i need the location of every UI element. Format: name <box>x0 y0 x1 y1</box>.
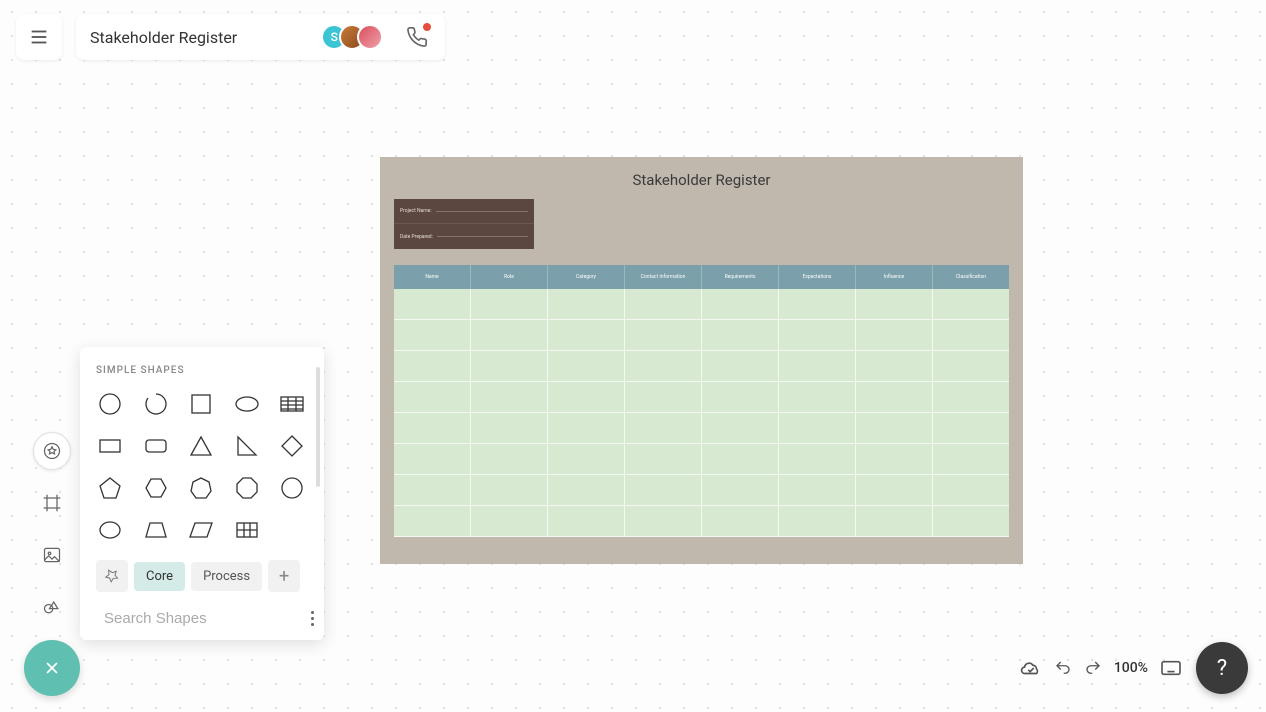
table-row <box>394 506 1009 537</box>
close-icon <box>42 658 62 678</box>
shape-right-triangle[interactable] <box>233 432 261 460</box>
shapes-combo-icon <box>42 597 62 617</box>
more-button[interactable] <box>311 611 314 626</box>
meta-label: Date Prepared: <box>400 234 433 240</box>
call-button[interactable] <box>403 23 431 51</box>
panel-scrollbar[interactable] <box>316 367 320 487</box>
add-tab-button[interactable]: + <box>268 560 300 592</box>
hamburger-icon <box>28 26 50 48</box>
presence-avatars: S <box>321 24 383 50</box>
left-toolbar <box>24 432 80 696</box>
register-table: Name Role Category Contact Information R… <box>394 265 1009 537</box>
shape-hexagon[interactable] <box>142 474 170 502</box>
draw-tool[interactable] <box>33 588 71 626</box>
shape-heptagon[interactable] <box>187 474 215 502</box>
image-tool[interactable] <box>33 536 71 574</box>
panel-heading: SIMPLE SHAPES <box>96 365 308 376</box>
col-header: Expectations <box>779 265 856 289</box>
table-row <box>394 475 1009 506</box>
notification-dot <box>423 23 431 31</box>
col-header: Classification <box>933 265 1009 289</box>
shape-rect[interactable] <box>96 432 124 460</box>
shapes-tool[interactable] <box>33 432 71 470</box>
meta-label: Project Name: <box>400 208 432 214</box>
redo-button[interactable] <box>1084 659 1102 677</box>
meta-box: Project Name: Date Prepared: <box>394 199 534 249</box>
pin-button[interactable] <box>96 560 128 592</box>
shape-tabs: Core Process + <box>96 560 308 592</box>
shape-nonagon[interactable] <box>278 474 306 502</box>
meta-row: Project Name: <box>394 199 534 224</box>
table-body <box>394 289 1009 537</box>
col-header: Role <box>471 265 548 289</box>
document-title[interactable]: Stakeholder Register <box>90 28 307 47</box>
shape-diamond[interactable] <box>278 432 306 460</box>
shape-triangle[interactable] <box>187 432 215 460</box>
col-header: Category <box>548 265 625 289</box>
title-card: Stakeholder Register S <box>76 14 445 60</box>
shape-parallelogram[interactable] <box>187 516 215 544</box>
table-row <box>394 320 1009 351</box>
star-shapes-icon <box>42 441 62 461</box>
search-input[interactable] <box>104 610 303 627</box>
shape-table[interactable] <box>278 390 306 418</box>
shape-rounded-rect[interactable] <box>142 432 170 460</box>
shape-trapezoid[interactable] <box>142 516 170 544</box>
col-header: Name <box>394 265 471 289</box>
shape-grid <box>96 390 308 544</box>
shape-ellipse2[interactable] <box>96 516 124 544</box>
bottom-right-controls: 100% ? <box>1020 642 1248 694</box>
table-row <box>394 289 1009 320</box>
table-row <box>394 382 1009 413</box>
shape-square[interactable] <box>187 390 215 418</box>
zoom-level[interactable]: 100% <box>1114 660 1148 676</box>
close-panel-button[interactable] <box>24 640 80 696</box>
status-controls: 100% <box>1020 657 1182 679</box>
undo-button[interactable] <box>1054 659 1072 677</box>
avatar[interactable] <box>357 24 383 50</box>
meta-row: Date Prepared: <box>394 224 534 249</box>
image-icon <box>42 545 62 565</box>
shape-circle[interactable] <box>96 390 124 418</box>
tab-core[interactable]: Core <box>134 562 185 591</box>
canvas-frame[interactable]: Stakeholder Register Project Name: Date … <box>380 157 1023 564</box>
table-row <box>394 351 1009 382</box>
search-row <box>96 604 308 628</box>
table-header: Name Role Category Contact Information R… <box>394 265 1009 289</box>
col-header: Requirements <box>702 265 779 289</box>
help-button[interactable]: ? <box>1196 642 1248 694</box>
top-bar: Stakeholder Register S <box>16 14 445 60</box>
table-row <box>394 444 1009 475</box>
keyboard-button[interactable] <box>1160 659 1182 677</box>
table-row <box>394 413 1009 444</box>
shapes-panel: SIMPLE SHAPES Core Process + <box>80 347 324 640</box>
col-header: Contact Information <box>625 265 702 289</box>
shape-grid3[interactable] <box>233 516 261 544</box>
menu-button[interactable] <box>16 14 62 60</box>
shape-arc[interactable] <box>142 390 170 418</box>
cloud-sync-icon[interactable] <box>1020 657 1042 679</box>
shape-ellipse[interactable] <box>233 390 261 418</box>
col-header: Influence <box>856 265 933 289</box>
frame-tool[interactable] <box>33 484 71 522</box>
shape-pentagon[interactable] <box>96 474 124 502</box>
tab-process[interactable]: Process <box>191 562 262 591</box>
pin-icon <box>104 568 120 584</box>
frame-title: Stakeholder Register <box>380 157 1023 199</box>
frame-icon <box>42 493 62 513</box>
shape-octagon[interactable] <box>233 474 261 502</box>
